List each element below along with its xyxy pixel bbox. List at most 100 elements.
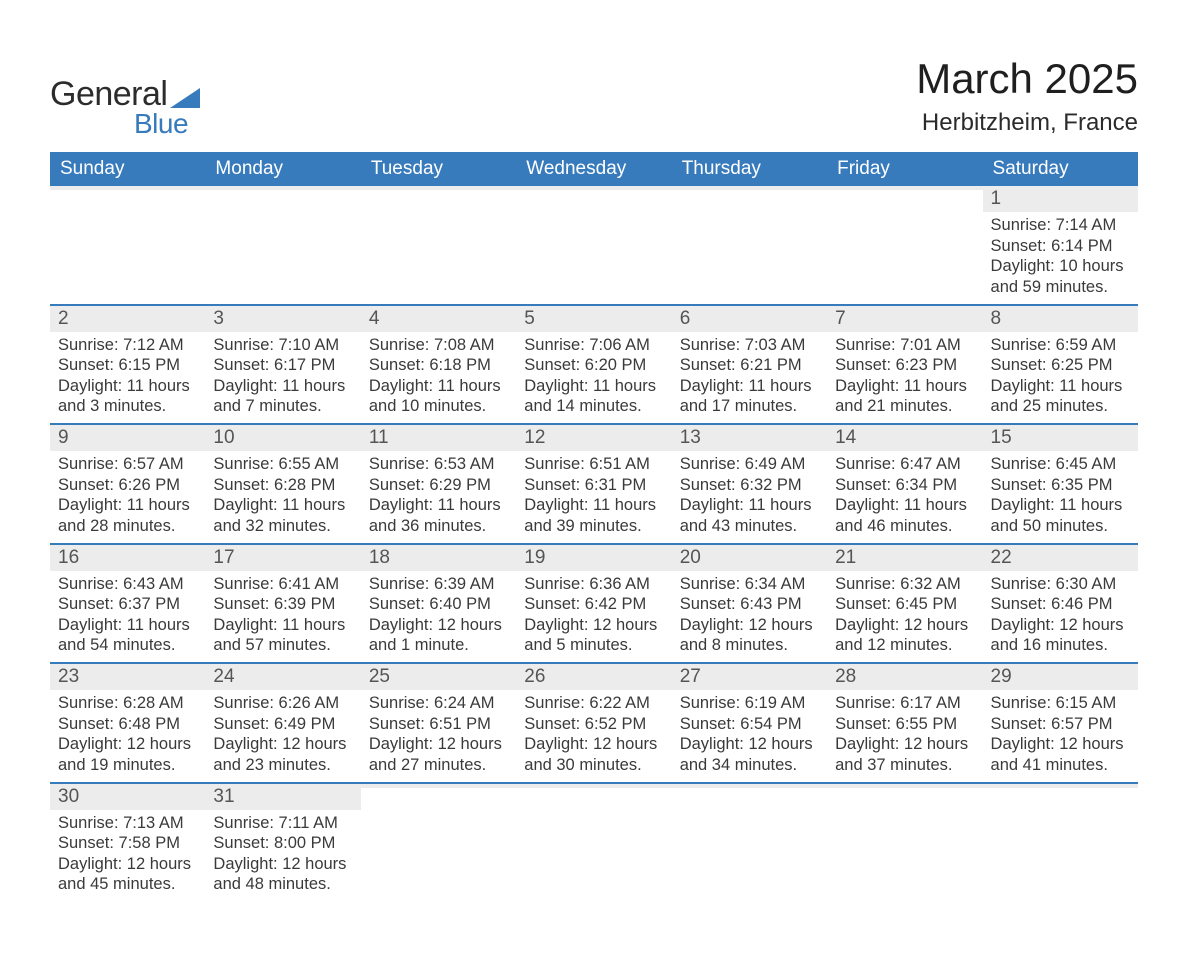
title-block: March 2025 Herbitzheim, France: [916, 55, 1138, 137]
day-data: [205, 190, 360, 199]
daylight-line: Daylight: 11 hours and 7 minutes.: [213, 376, 352, 417]
calendar-day-cell: 4Sunrise: 7:08 AMSunset: 6:18 PMDaylight…: [361, 305, 516, 425]
daylight-line: Daylight: 11 hours and 46 minutes.: [835, 495, 974, 536]
day-data: [361, 788, 516, 797]
day-data: Sunrise: 6:59 AMSunset: 6:25 PMDaylight:…: [983, 332, 1138, 424]
calendar-day-cell: [516, 783, 671, 902]
calendar-week-row: 1Sunrise: 7:14 AMSunset: 6:14 PMDaylight…: [50, 186, 1138, 305]
day-number: 8: [983, 306, 1138, 332]
daylight-line: Daylight: 12 hours and 30 minutes.: [524, 734, 663, 775]
sunset-line: Sunset: 6:45 PM: [835, 594, 974, 615]
sunset-line: Sunset: 6:40 PM: [369, 594, 508, 615]
calendar-day-cell: 2Sunrise: 7:12 AMSunset: 6:15 PMDaylight…: [50, 305, 205, 425]
sunset-line: Sunset: 6:23 PM: [835, 355, 974, 376]
daylight-line: Daylight: 11 hours and 21 minutes.: [835, 376, 974, 417]
sunset-line: Sunset: 6:17 PM: [213, 355, 352, 376]
calendar-week-row: 2Sunrise: 7:12 AMSunset: 6:15 PMDaylight…: [50, 305, 1138, 425]
daylight-line: Daylight: 12 hours and 27 minutes.: [369, 734, 508, 775]
sunrise-line: Sunrise: 6:15 AM: [991, 693, 1130, 714]
sunset-line: Sunset: 6:52 PM: [524, 714, 663, 735]
day-number: 10: [205, 425, 360, 451]
sunrise-line: Sunrise: 7:08 AM: [369, 335, 508, 356]
calendar-day-cell: 20Sunrise: 6:34 AMSunset: 6:43 PMDayligh…: [672, 544, 827, 664]
day-number: 27: [672, 664, 827, 690]
sunset-line: Sunset: 6:21 PM: [680, 355, 819, 376]
daylight-line: Daylight: 11 hours and 57 minutes.: [213, 615, 352, 656]
weekday-header: Wednesday: [516, 152, 671, 186]
calendar-day-cell: 22Sunrise: 6:30 AMSunset: 6:46 PMDayligh…: [983, 544, 1138, 664]
sunrise-line: Sunrise: 6:53 AM: [369, 454, 508, 475]
day-number: 2: [50, 306, 205, 332]
daylight-line: Daylight: 12 hours and 23 minutes.: [213, 734, 352, 775]
daylight-line: Daylight: 12 hours and 1 minute.: [369, 615, 508, 656]
day-number: 4: [361, 306, 516, 332]
daylight-line: Daylight: 11 hours and 36 minutes.: [369, 495, 508, 536]
sunrise-line: Sunrise: 6:34 AM: [680, 574, 819, 595]
day-data: Sunrise: 7:10 AMSunset: 6:17 PMDaylight:…: [205, 332, 360, 424]
day-data: Sunrise: 7:03 AMSunset: 6:21 PMDaylight:…: [672, 332, 827, 424]
calendar-day-cell: 13Sunrise: 6:49 AMSunset: 6:32 PMDayligh…: [672, 424, 827, 544]
daylight-line: Daylight: 12 hours and 19 minutes.: [58, 734, 197, 775]
day-data: Sunrise: 6:53 AMSunset: 6:29 PMDaylight:…: [361, 451, 516, 543]
sunrise-line: Sunrise: 6:28 AM: [58, 693, 197, 714]
day-number: 14: [827, 425, 982, 451]
weekday-header: Tuesday: [361, 152, 516, 186]
calendar-page: General Blue March 2025 Herbitzheim, Fra…: [0, 0, 1188, 961]
sunrise-line: Sunrise: 6:59 AM: [991, 335, 1130, 356]
calendar-day-cell: [50, 186, 205, 305]
sunrise-line: Sunrise: 6:57 AM: [58, 454, 197, 475]
day-number: 15: [983, 425, 1138, 451]
calendar-day-cell: 7Sunrise: 7:01 AMSunset: 6:23 PMDaylight…: [827, 305, 982, 425]
sunrise-line: Sunrise: 6:51 AM: [524, 454, 663, 475]
sunset-line: Sunset: 6:26 PM: [58, 475, 197, 496]
day-number: 18: [361, 545, 516, 571]
daylight-line: Daylight: 11 hours and 43 minutes.: [680, 495, 819, 536]
sunrise-line: Sunrise: 6:36 AM: [524, 574, 663, 595]
day-data: Sunrise: 6:24 AMSunset: 6:51 PMDaylight:…: [361, 690, 516, 782]
weekday-header: Friday: [827, 152, 982, 186]
calendar-day-cell: 5Sunrise: 7:06 AMSunset: 6:20 PMDaylight…: [516, 305, 671, 425]
sunrise-line: Sunrise: 7:10 AM: [213, 335, 352, 356]
month-title: March 2025: [916, 55, 1138, 103]
day-data: [361, 190, 516, 199]
day-number: 1: [983, 186, 1138, 212]
calendar-week-row: 9 Sunrise: 6:57 AMSunset: 6:26 PM Daylight…: [50, 424, 1138, 544]
day-data: Sunrise: 6:22 AMSunset: 6:52 PMDaylight:…: [516, 690, 671, 782]
calendar-day-cell: 8Sunrise: 6:59 AMSunset: 6:25 PMDaylight…: [983, 305, 1138, 425]
calendar-day-cell: [672, 186, 827, 305]
calendar-day-cell: 1Sunrise: 7:14 AMSunset: 6:14 PMDaylight…: [983, 186, 1138, 305]
day-number: 9: [50, 425, 205, 451]
daylight-line: Daylight: 12 hours and 8 minutes.: [680, 615, 819, 656]
day-data: Sunrise: 6:39 AMSunset: 6:40 PMDaylight:…: [361, 571, 516, 663]
daylight-line: Daylight: 12 hours and 37 minutes.: [835, 734, 974, 775]
sunrise-line: Sunrise: 7:13 AM: [58, 813, 197, 834]
day-data: Sunrise: 6:47 AMSunset: 6:34 PMDaylight:…: [827, 451, 982, 543]
day-number: 24: [205, 664, 360, 690]
day-data: Sunrise: 7:11 AMSunset: 8:00 PMDaylight:…: [205, 810, 360, 902]
sunrise-line: Sunrise: 7:01 AM: [835, 335, 974, 356]
day-data: Sunrise: 6:51 AMSunset: 6:31 PMDaylight:…: [516, 451, 671, 543]
sunrise-line: Sunrise: 6:22 AM: [524, 693, 663, 714]
weekday-header: Sunday: [50, 152, 205, 186]
daylight-line: Daylight: 12 hours and 45 minutes.: [58, 854, 197, 895]
sunset-line: Sunset: 6:55 PM: [835, 714, 974, 735]
day-data: Sunrise: 7:01 AMSunset: 6:23 PMDaylight:…: [827, 332, 982, 424]
calendar-day-cell: 15Sunrise: 6:45 AMSunset: 6:35 PMDayligh…: [983, 424, 1138, 544]
sunrise-line: Sunrise: 6:39 AM: [369, 574, 508, 595]
daylight-line: Daylight: 11 hours and 14 minutes.: [524, 376, 663, 417]
calendar-day-cell: 16Sunrise: 6:43 AMSunset: 6:37 PMDayligh…: [50, 544, 205, 664]
sunset-line: Sunset: 6:57 PM: [991, 714, 1130, 735]
day-data: Sunrise: 7:13 AMSunset: 7:58 PMDaylight:…: [50, 810, 205, 902]
calendar-day-cell: 18Sunrise: 6:39 AMSunset: 6:40 PMDayligh…: [361, 544, 516, 664]
weekday-row: SundayMondayTuesdayWednesdayThursdayFrid…: [50, 152, 1138, 186]
sunset-line: Sunset: 6:42 PM: [524, 594, 663, 615]
daylight-line: Daylight: 11 hours and 25 minutes.: [991, 376, 1130, 417]
day-data: Sunrise: 6:55 AMSunset: 6:28 PMDaylight:…: [205, 451, 360, 543]
calendar-table: SundayMondayTuesdayWednesdayThursdayFrid…: [50, 152, 1138, 901]
sunset-line: Sunset: 6:39 PM: [213, 594, 352, 615]
sunrise-line: Sunrise: 7:03 AM: [680, 335, 819, 356]
day-number: 12: [516, 425, 671, 451]
weekday-header: Monday: [205, 152, 360, 186]
day-data: Sunrise: 6:49 AMSunset: 6:32 PMDaylight:…: [672, 451, 827, 543]
day-data: [827, 788, 982, 797]
